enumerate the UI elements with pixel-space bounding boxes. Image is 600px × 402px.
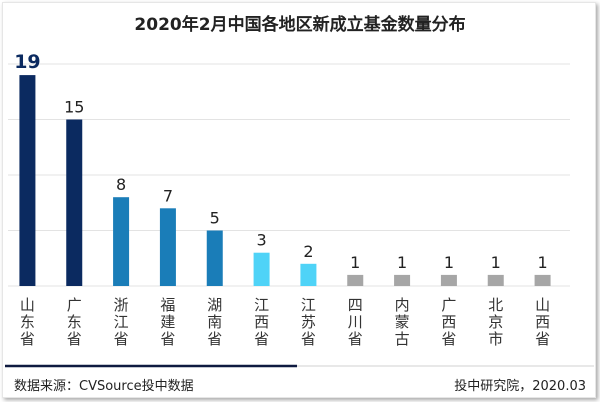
category-label: 川 <box>348 313 363 331</box>
category-label: 省 <box>301 330 316 348</box>
bar <box>487 274 504 286</box>
category-label: 江 <box>254 296 269 314</box>
category-label: 江 <box>114 313 129 331</box>
category-label: 广 <box>441 296 456 314</box>
category-label: 东 <box>67 313 82 331</box>
bar <box>347 274 364 286</box>
data-label: 3 <box>256 231 266 250</box>
category-label: 山 <box>535 296 550 314</box>
category-label: 北 <box>488 296 503 314</box>
category-label: 江 <box>301 296 316 314</box>
category-label: 四 <box>348 296 363 314</box>
category-label: 省 <box>535 330 550 348</box>
category-label: 西 <box>535 313 550 331</box>
data-label: 5 <box>210 209 220 228</box>
bar <box>113 197 130 286</box>
category-label: 苏 <box>301 313 316 331</box>
category-label: 广 <box>67 296 82 314</box>
category-label: 省 <box>67 330 82 348</box>
category-label: 省 <box>348 330 363 348</box>
category-label: 京 <box>488 313 503 331</box>
category-label: 建 <box>160 313 175 331</box>
bar <box>253 252 270 286</box>
category-label: 山 <box>20 296 35 314</box>
bar <box>394 274 411 286</box>
bar <box>19 75 36 286</box>
data-label: 1 <box>491 253 501 272</box>
category-label: 省 <box>114 330 129 348</box>
category-label: 省 <box>207 330 222 348</box>
chart-title: 2020年2月中国各地区新成立基金数量分布 <box>134 15 466 35</box>
data-label: 1 <box>537 253 547 272</box>
category-label: 福 <box>160 296 175 314</box>
category-label: 古 <box>395 330 410 348</box>
bar <box>534 274 551 286</box>
credit-note: 投中研究院，2020.03 <box>454 379 586 394</box>
data-label: 1 <box>350 253 360 272</box>
data-label: 15 <box>64 98 84 117</box>
source-note: 数据来源：CVSource投中数据 <box>14 379 194 394</box>
category-label: 蒙 <box>395 313 410 331</box>
category-label: 湖 <box>207 296 222 314</box>
category-label: 西 <box>254 313 269 331</box>
data-label: 1 <box>444 253 454 272</box>
category-label: 浙 <box>114 296 129 314</box>
bar <box>206 230 223 286</box>
category-label: 西 <box>441 313 456 331</box>
data-label: 7 <box>163 186 173 205</box>
bar <box>300 263 317 286</box>
bar <box>66 119 83 286</box>
data-label: 8 <box>116 175 126 194</box>
data-label: 1 <box>397 253 407 272</box>
category-label: 省 <box>160 330 175 348</box>
category-label: 市 <box>488 330 503 348</box>
category-label: 省 <box>20 330 35 348</box>
data-label: 2 <box>303 242 313 261</box>
data-label: 19 <box>14 51 40 73</box>
category-label: 省 <box>441 330 456 348</box>
chart-frame <box>2 2 596 398</box>
category-label: 内 <box>395 296 410 314</box>
category-label: 南 <box>207 313 222 331</box>
category-label: 省 <box>254 330 269 348</box>
bar <box>159 208 176 286</box>
bar <box>440 274 457 286</box>
category-label: 东 <box>20 313 35 331</box>
